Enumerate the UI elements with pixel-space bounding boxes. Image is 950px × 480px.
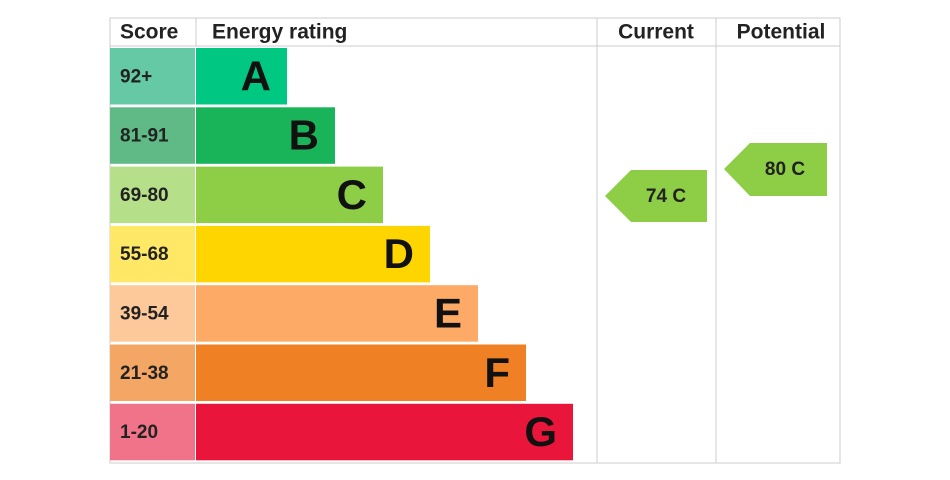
rating-bar bbox=[196, 403, 573, 461]
header-potential: Potential bbox=[737, 21, 826, 44]
rating-bar bbox=[196, 48, 287, 105]
current-arrow bbox=[605, 170, 707, 222]
header-score: Score bbox=[120, 21, 178, 44]
score-cell bbox=[110, 403, 195, 461]
score-label: 81-91 bbox=[120, 126, 169, 147]
header-current: Current bbox=[618, 21, 694, 44]
score-label: 69-80 bbox=[120, 185, 169, 206]
rating-letter: D bbox=[384, 230, 414, 277]
rating-letter: G bbox=[524, 408, 557, 455]
potential-arrow bbox=[724, 143, 827, 196]
rating-bar bbox=[196, 107, 335, 164]
score-cell bbox=[110, 48, 195, 105]
rating-bar bbox=[196, 344, 526, 401]
score-label: 39-54 bbox=[120, 303, 169, 324]
rating-bar bbox=[196, 166, 383, 224]
score-cell bbox=[110, 166, 195, 224]
current-label: 74 C bbox=[646, 186, 686, 207]
potential-label: 80 C bbox=[765, 159, 805, 180]
score-label: 1-20 bbox=[120, 422, 158, 443]
rating-bar bbox=[196, 285, 478, 342]
rating-letter: E bbox=[434, 290, 462, 337]
header-rating: Energy rating bbox=[212, 21, 347, 44]
rating-letter: A bbox=[241, 52, 271, 99]
rating-letter: F bbox=[484, 349, 510, 396]
score-cell bbox=[110, 344, 195, 401]
rating-bar bbox=[196, 225, 430, 283]
score-label: 21-38 bbox=[120, 363, 169, 384]
score-label: 92+ bbox=[120, 66, 152, 87]
score-cell bbox=[110, 285, 195, 342]
bands: 92+ A 81-91 B 69-80 C 55-68 D 39-54 E 21-38 F 1-20 G bbox=[110, 48, 573, 461]
rating-letter: C bbox=[337, 171, 367, 218]
score-label: 55-68 bbox=[120, 244, 169, 265]
rating-letter: B bbox=[289, 112, 319, 159]
score-cell bbox=[110, 107, 195, 164]
score-cell bbox=[110, 225, 195, 283]
